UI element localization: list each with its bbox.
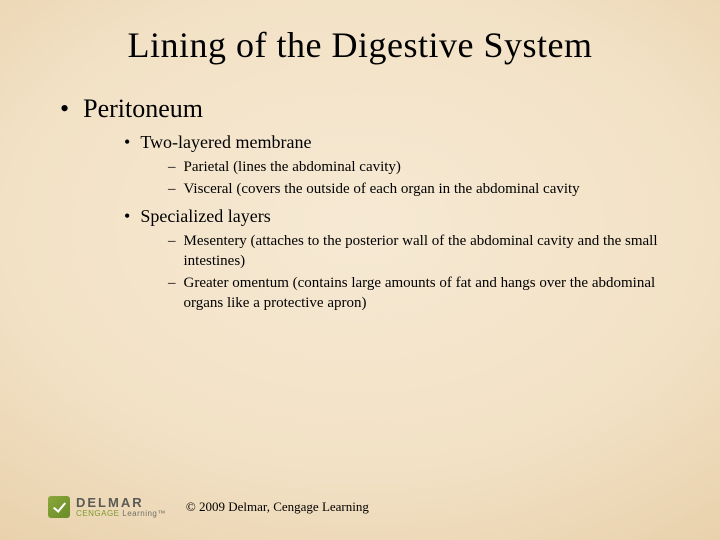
lvl3-item: – Visceral (covers the outside of each o… xyxy=(168,179,660,199)
lvl3-label: Parietal (lines the abdominal cavity) xyxy=(184,157,401,177)
lvl3-label: Mesentery (attaches to the posterior wal… xyxy=(184,231,661,272)
bullet-list-lvl2: • Two-layered membrane – Parietal (lines… xyxy=(124,132,660,314)
trademark-icon: ™ xyxy=(157,509,166,518)
lvl1-item: • Peritoneum • Two-layered membrane – Pa… xyxy=(60,94,660,314)
lvl1-label: Peritoneum xyxy=(83,94,203,124)
lvl3-label: Greater omentum (contains large amounts … xyxy=(184,273,661,314)
slide: Lining of the Digestive System • Periton… xyxy=(0,0,720,540)
logo-brand: DELMAR xyxy=(76,496,166,510)
copyright-text: © 2009 Delmar, Cengage Learning xyxy=(186,499,369,515)
lvl3-item: – Mesentery (attaches to the posterior w… xyxy=(168,231,660,272)
publisher-logo: DELMAR CENGAGE Learning™ xyxy=(48,496,166,518)
logo-sub-a: CENGAGE xyxy=(76,509,120,518)
bullet-list-lvl1: • Peritoneum • Two-layered membrane – Pa… xyxy=(60,94,660,314)
bullet-icon: • xyxy=(124,133,130,151)
logo-subline: CENGAGE Learning™ xyxy=(76,510,166,518)
dash-icon: – xyxy=(168,273,176,293)
lvl2-label: Specialized layers xyxy=(140,206,270,227)
lvl3-label: Visceral (covers the outside of each org… xyxy=(184,179,580,199)
bullet-list-lvl3: – Parietal (lines the abdominal cavity) … xyxy=(168,157,660,200)
bullet-list-lvl3: – Mesentery (attaches to the posterior w… xyxy=(168,231,660,314)
dash-icon: – xyxy=(168,231,176,251)
slide-title: Lining of the Digestive System xyxy=(60,24,660,66)
lvl3-item: – Parietal (lines the abdominal cavity) xyxy=(168,157,660,177)
bullet-icon: • xyxy=(124,207,130,225)
footer: DELMAR CENGAGE Learning™ © 2009 Delmar, … xyxy=(48,496,369,518)
dash-icon: – xyxy=(168,157,176,177)
lvl2-item: • Two-layered membrane – Parietal (lines… xyxy=(124,132,660,200)
bullet-icon: • xyxy=(60,96,69,122)
logo-text: DELMAR CENGAGE Learning™ xyxy=(76,496,166,518)
checkmark-icon xyxy=(48,496,70,518)
lvl2-label: Two-layered membrane xyxy=(140,132,311,153)
lvl3-item: – Greater omentum (contains large amount… xyxy=(168,273,660,314)
dash-icon: – xyxy=(168,179,176,199)
lvl2-item: • Specialized layers – Mesentery (attach… xyxy=(124,206,660,314)
logo-sub-b: Learning xyxy=(120,509,158,518)
